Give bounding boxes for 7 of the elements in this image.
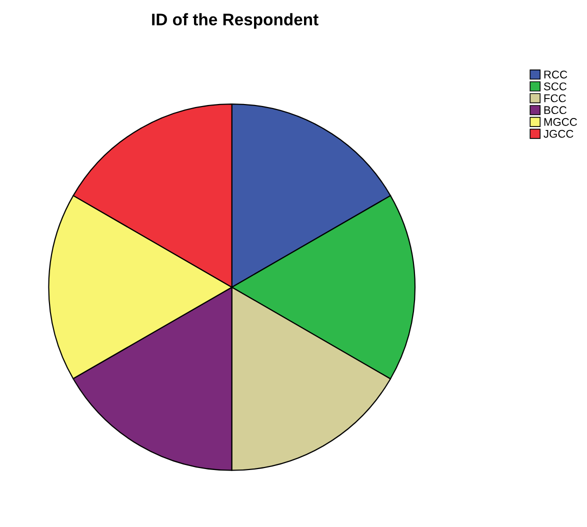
- legend-label: MGCC: [544, 118, 577, 126]
- legend-label: RCC: [544, 70, 568, 78]
- legend-label: FCC: [544, 94, 566, 102]
- legend-label: SCC: [544, 82, 566, 90]
- legend-label: JGCC: [544, 130, 574, 138]
- legend-label: BCC: [544, 106, 566, 114]
- chart-title: ID of the Respondent: [152, 13, 318, 29]
